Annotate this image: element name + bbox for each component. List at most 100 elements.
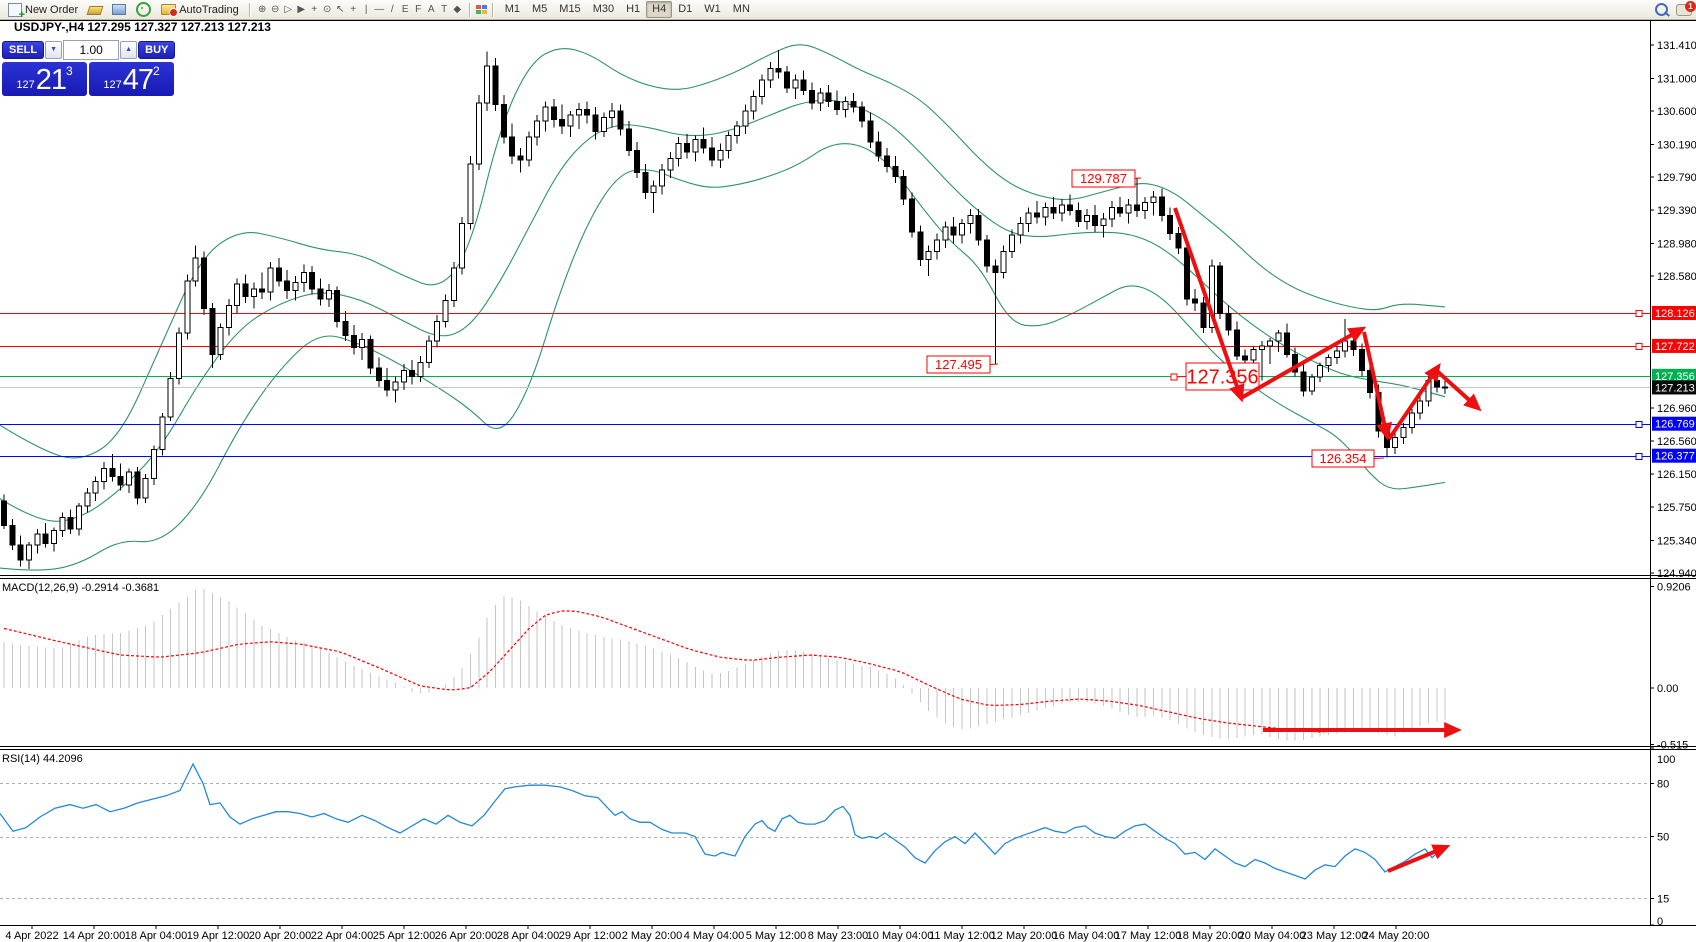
price-axis-label: 130.190 bbox=[1657, 140, 1696, 152]
tab-timeframe-m30[interactable]: M30 bbox=[592, 3, 615, 15]
step-forward-icon[interactable]: ▶ bbox=[297, 3, 306, 15]
candle-body bbox=[259, 288, 266, 293]
macd-axis-label: 0.00 bbox=[1657, 683, 1678, 695]
candle-body bbox=[192, 257, 199, 282]
candle-body bbox=[17, 544, 24, 561]
price-badge-127.213 bbox=[1652, 380, 1696, 395]
trend-arrow-4[interactable] bbox=[1387, 363, 1441, 441]
candle-body bbox=[975, 215, 982, 241]
candle-body bbox=[1108, 206, 1115, 220]
candle-body bbox=[875, 141, 882, 157]
price-callout-box[interactable] bbox=[926, 355, 991, 374]
trendline-icon[interactable]: / bbox=[390, 3, 394, 15]
date-axis-label: 24 May 20:00 bbox=[1363, 930, 1430, 942]
candle-body bbox=[1075, 210, 1082, 222]
tab-timeframe-d1[interactable]: D1 bbox=[678, 3, 693, 15]
tab-timeframe-h4[interactable]: H4 bbox=[646, 1, 673, 18]
volume-input[interactable] bbox=[63, 40, 120, 60]
candle-body bbox=[1242, 355, 1249, 361]
candle-body bbox=[342, 321, 349, 336]
line-endpoint-marker[interactable] bbox=[1635, 453, 1643, 460]
candle-body bbox=[1325, 357, 1332, 367]
candle-body bbox=[1, 500, 7, 527]
tile-windows-button[interactable] bbox=[473, 0, 490, 19]
volume-up-stepper[interactable]: ▲ bbox=[120, 41, 138, 59]
volume-down-stepper[interactable]: ▼ bbox=[45, 41, 63, 59]
tab-timeframe-m15[interactable]: M15 bbox=[559, 3, 581, 15]
price-callout-box[interactable] bbox=[1311, 449, 1375, 468]
line-endpoint-marker[interactable] bbox=[1635, 343, 1643, 350]
candle-body bbox=[900, 175, 907, 200]
candle-body bbox=[150, 449, 157, 479]
step-back-icon[interactable]: ▷ bbox=[284, 3, 293, 15]
autotrading-button[interactable]: AutoTrading bbox=[156, 1, 244, 19]
mailbox-button[interactable] bbox=[107, 1, 131, 19]
candle-body bbox=[509, 136, 516, 157]
crosshair-icon[interactable]: + bbox=[350, 3, 357, 15]
gold-button[interactable] bbox=[83, 1, 107, 19]
price-badge-label: 126.377 bbox=[1655, 451, 1695, 463]
date-axis-label: 22 Apr 04:00 bbox=[311, 930, 373, 942]
price-callout-box[interactable] bbox=[1071, 169, 1136, 188]
tab-timeframe-m5[interactable]: M5 bbox=[532, 3, 548, 15]
hline-icon[interactable]: — bbox=[374, 3, 385, 15]
tab-timeframe-h1[interactable]: H1 bbox=[626, 3, 641, 15]
zoom-in-icon[interactable]: ⊕ bbox=[258, 3, 267, 15]
trend-arrow-5[interactable] bbox=[1435, 369, 1482, 412]
trend-arrow-3[interactable] bbox=[1362, 331, 1393, 441]
text-icon[interactable]: A bbox=[427, 3, 435, 15]
line-endpoint-marker[interactable] bbox=[1635, 310, 1643, 317]
candle-body bbox=[1275, 332, 1282, 342]
search-icon[interactable] bbox=[1655, 3, 1668, 16]
date-axis-label: 20 Apr 20:00 bbox=[249, 930, 311, 942]
channel-icon[interactable]: E bbox=[401, 3, 409, 15]
tab-timeframe-mn[interactable]: MN bbox=[732, 3, 750, 15]
rsi-indicator-label: RSI(14) 44.2096 bbox=[2, 753, 83, 765]
chat-icon[interactable]: 1 bbox=[1676, 0, 1696, 16]
candle-body bbox=[1225, 312, 1232, 331]
trend-arrow-2[interactable] bbox=[1240, 326, 1367, 400]
zoom-out-icon[interactable]: ⊖ bbox=[271, 3, 280, 15]
tab-timeframe-w1[interactable]: W1 bbox=[704, 3, 721, 15]
shapes-icon[interactable]: ◆ bbox=[453, 3, 462, 15]
candle-body bbox=[967, 215, 974, 225]
date-axis-label: 29 Apr 12:00 bbox=[559, 930, 621, 942]
new-order-button[interactable]: New Order bbox=[3, 1, 83, 21]
trend-arrow-7[interactable] bbox=[1387, 844, 1451, 873]
rsi-axis-label: 100 bbox=[1657, 754, 1675, 766]
candle-body bbox=[600, 117, 607, 132]
candle-body bbox=[125, 471, 132, 486]
buy-price-display[interactable]: 127 47 2 bbox=[89, 62, 174, 96]
candle-body bbox=[800, 79, 807, 92]
price-axis-label: 131.410 bbox=[1657, 40, 1696, 52]
vline-icon[interactable]: | bbox=[364, 3, 368, 15]
price-callout-box[interactable] bbox=[1185, 362, 1260, 391]
candle-body bbox=[392, 381, 399, 391]
sell-price-display[interactable]: 127 21 3 bbox=[2, 62, 87, 96]
chart-background bbox=[0, 19, 1696, 942]
cursor-icon[interactable]: ↖ bbox=[336, 3, 345, 15]
period-selector-icon[interactable]: ⊙ bbox=[323, 3, 332, 15]
label-icon[interactable]: T bbox=[441, 3, 448, 15]
candle-body bbox=[1067, 204, 1074, 212]
fibonacci-icon[interactable]: F bbox=[415, 3, 422, 15]
trend-arrow-1[interactable] bbox=[1173, 207, 1245, 403]
line-endpoint-marker[interactable] bbox=[1635, 421, 1643, 428]
candle-body bbox=[609, 110, 616, 119]
candle-body bbox=[434, 321, 441, 342]
candle-body bbox=[75, 505, 82, 530]
candle-body bbox=[142, 477, 149, 499]
candle-body bbox=[650, 185, 657, 194]
candle-body bbox=[1367, 370, 1374, 394]
callout-connector bbox=[1373, 457, 1385, 459]
tab-timeframe-m1[interactable]: M1 bbox=[504, 3, 520, 15]
candle-body bbox=[409, 370, 416, 377]
signals-button[interactable] bbox=[131, 1, 156, 19]
candle-body bbox=[109, 468, 116, 478]
new-chart-icon[interactable]: + bbox=[311, 3, 318, 15]
callout-anchor-marker bbox=[1170, 373, 1178, 381]
sell-button[interactable]: SELL bbox=[2, 41, 45, 59]
buy-button[interactable]: BUY bbox=[138, 41, 176, 59]
